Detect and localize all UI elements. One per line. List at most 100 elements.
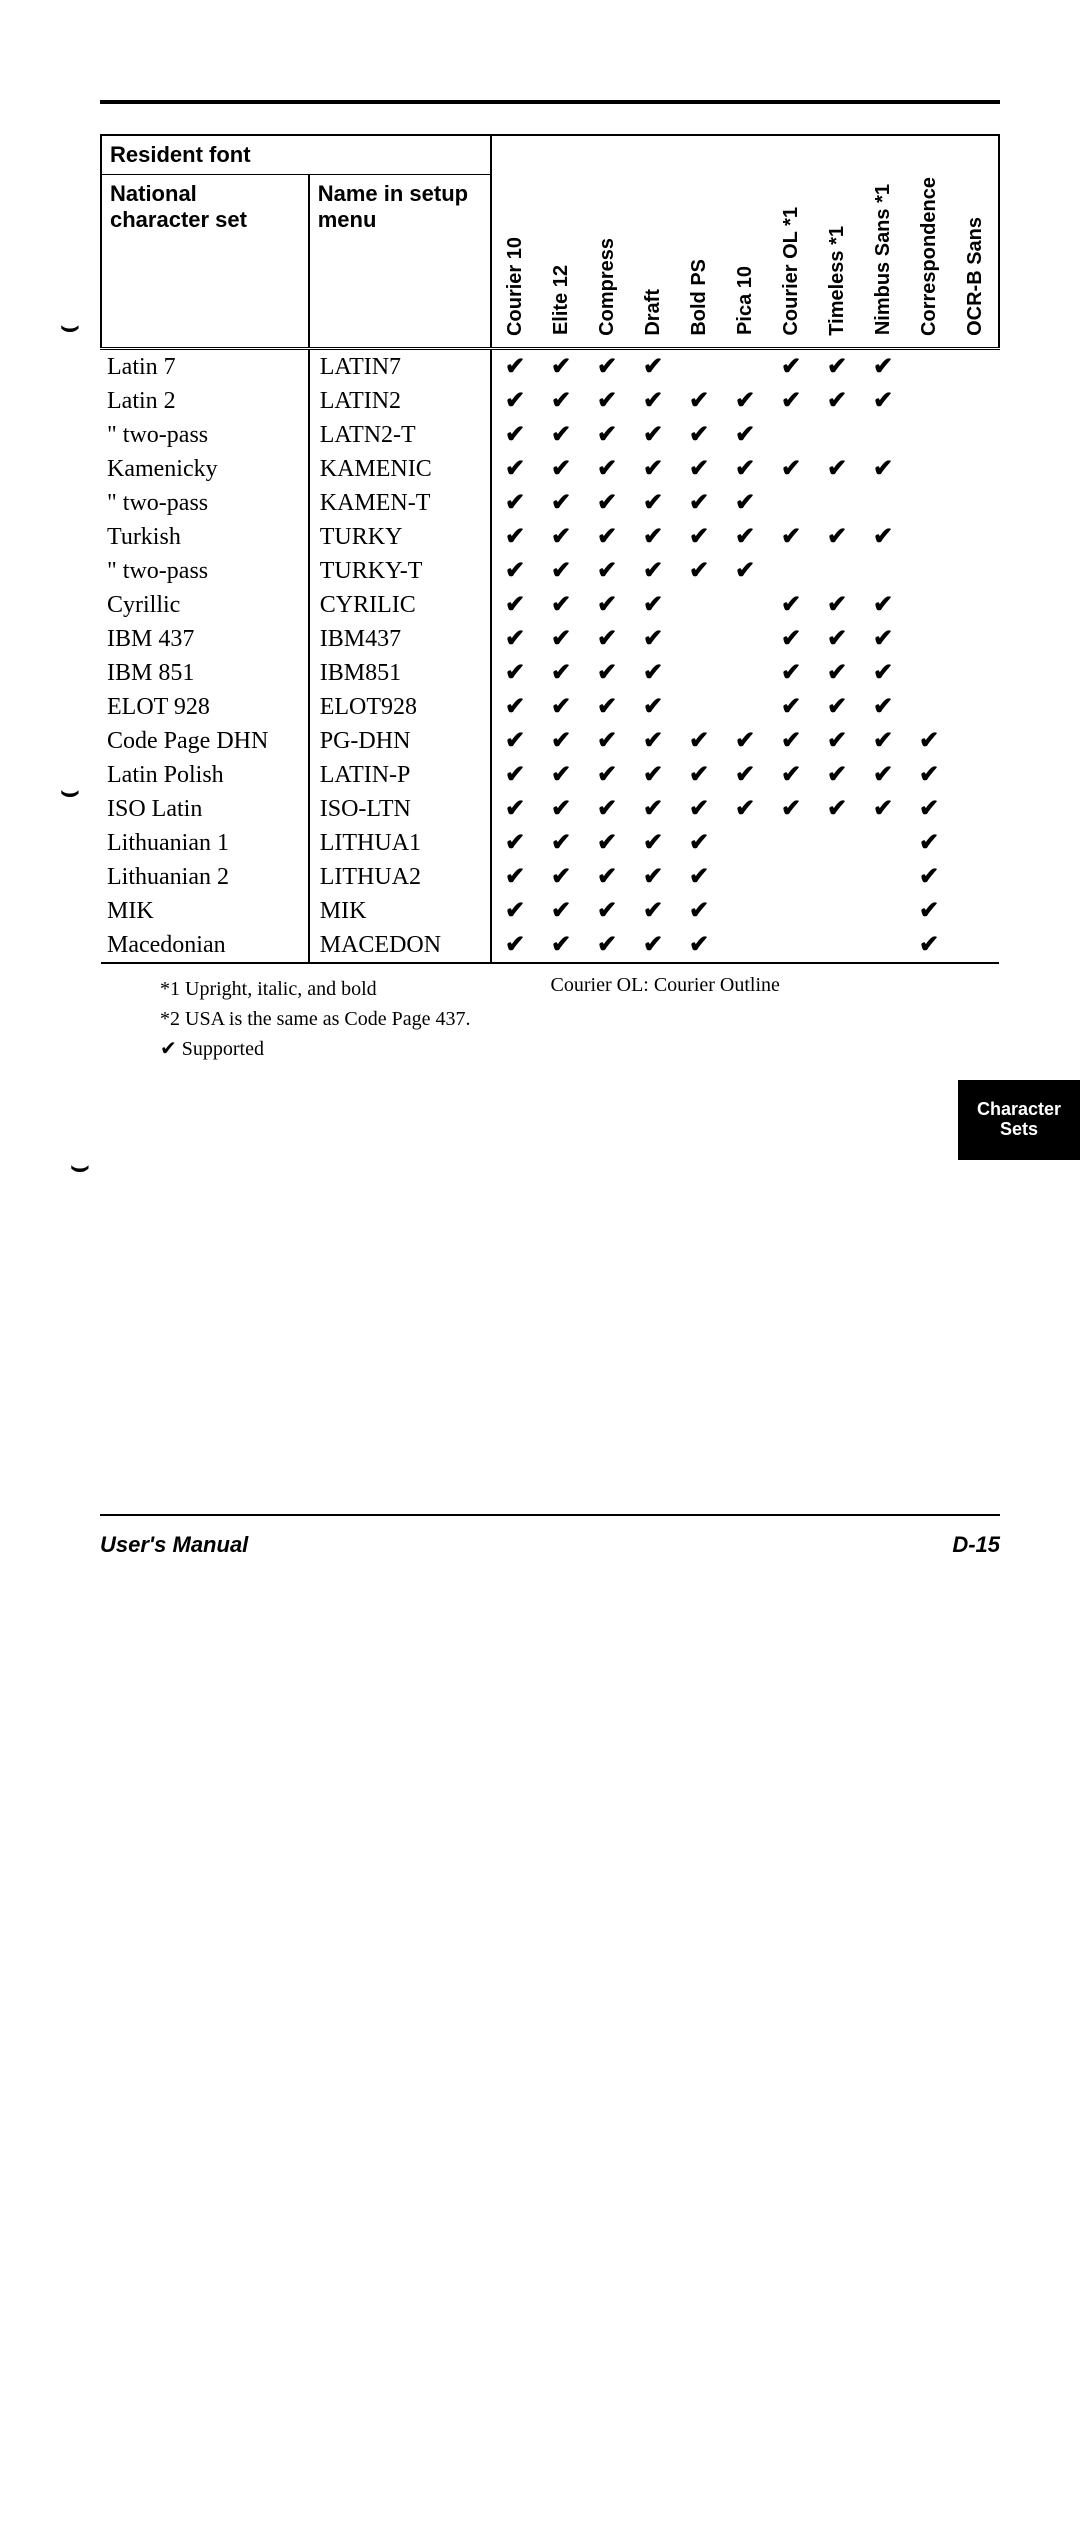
- charset-name: " two-pass: [101, 418, 309, 452]
- support-cell: ✔: [768, 690, 814, 724]
- support-cell: ✔: [584, 622, 630, 656]
- table-row: IBM 437IBM437✔✔✔✔✔✔✔: [101, 622, 999, 656]
- menu-name: MIK: [309, 894, 491, 928]
- support-cell: ✔: [814, 520, 860, 554]
- support-cell: ✔: [906, 826, 952, 860]
- support-cell: ✔: [584, 554, 630, 588]
- table-row: ISO LatinISO-LTN✔✔✔✔✔✔✔✔✔✔: [101, 792, 999, 826]
- support-cell: ✔: [676, 928, 722, 963]
- col-nimbus-sans: Nimbus Sans *1: [860, 175, 906, 349]
- support-cell: ✔: [860, 622, 906, 656]
- support-cell: ✔: [860, 758, 906, 792]
- support-cell: ✔: [722, 758, 768, 792]
- support-cell: ✔: [630, 520, 676, 554]
- charset-name: ELOT 928: [101, 690, 309, 724]
- support-cell: ✔: [722, 486, 768, 520]
- support-cell: [814, 826, 860, 860]
- support-cell: [952, 894, 999, 928]
- support-cell: [722, 690, 768, 724]
- header-name-in-menu: Name in setup menu: [309, 175, 491, 349]
- table-row: Lithuanian 2LITHUA2✔✔✔✔✔✔: [101, 860, 999, 894]
- support-cell: [860, 418, 906, 452]
- support-cell: ✔: [584, 486, 630, 520]
- support-cell: [814, 928, 860, 963]
- support-cell: ✔: [768, 520, 814, 554]
- support-cell: ✔: [491, 656, 538, 690]
- footer-line: User's Manual D-15: [100, 1532, 1000, 1558]
- support-cell: ✔: [676, 724, 722, 758]
- support-cell: [814, 860, 860, 894]
- footnotes: *1 Upright, italic, and bold *2 USA is t…: [100, 974, 1000, 1064]
- support-cell: ✔: [584, 826, 630, 860]
- menu-name: ELOT928: [309, 690, 491, 724]
- page-content: Resident font National character set Nam…: [0, 0, 1080, 1558]
- support-cell: ✔: [538, 690, 584, 724]
- menu-name: IBM437: [309, 622, 491, 656]
- support-cell: ✔: [814, 758, 860, 792]
- support-cell: ✔: [491, 894, 538, 928]
- support-cell: [768, 860, 814, 894]
- support-cell: ✔: [584, 792, 630, 826]
- support-cell: ✔: [538, 826, 584, 860]
- support-cell: [722, 894, 768, 928]
- menu-name: LATIN7: [309, 349, 491, 385]
- support-cell: ✔: [768, 758, 814, 792]
- support-cell: [952, 520, 999, 554]
- table-row: Latin 7LATIN7✔✔✔✔✔✔✔: [101, 349, 999, 385]
- support-cell: [676, 349, 722, 385]
- support-cell: [906, 554, 952, 588]
- scan-artifact-icon: ⌣: [60, 775, 80, 809]
- support-cell: [952, 724, 999, 758]
- support-cell: ✔: [584, 520, 630, 554]
- col-compress: Compress: [584, 175, 630, 349]
- support-cell: [952, 384, 999, 418]
- charset-name: Macedonian: [101, 928, 309, 963]
- support-cell: ✔: [538, 724, 584, 758]
- support-cell: ✔: [538, 792, 584, 826]
- support-cell: ✔: [630, 588, 676, 622]
- menu-name: LATIN-P: [309, 758, 491, 792]
- support-cell: ✔: [676, 520, 722, 554]
- support-cell: ✔: [538, 520, 584, 554]
- support-cell: ✔: [630, 486, 676, 520]
- support-cell: ✔: [630, 622, 676, 656]
- support-cell: ✔: [906, 724, 952, 758]
- support-cell: [906, 520, 952, 554]
- col-courier-10: Courier 10: [491, 175, 538, 349]
- menu-name: TURKY-T: [309, 554, 491, 588]
- support-cell: ✔: [491, 349, 538, 385]
- support-cell: ✔: [768, 622, 814, 656]
- support-cell: ✔: [860, 792, 906, 826]
- support-cell: [906, 656, 952, 690]
- support-cell: [722, 588, 768, 622]
- support-cell: ✔: [491, 554, 538, 588]
- support-cell: ✔: [538, 588, 584, 622]
- support-cell: ✔: [676, 826, 722, 860]
- support-cell: ✔: [814, 690, 860, 724]
- support-cell: ✔: [630, 928, 676, 963]
- support-cell: [952, 622, 999, 656]
- support-cell: ✔: [584, 724, 630, 758]
- support-cell: ✔: [676, 792, 722, 826]
- charset-name: Cyrillic: [101, 588, 309, 622]
- support-cell: ✔: [538, 894, 584, 928]
- support-cell: ✔: [814, 452, 860, 486]
- support-cell: [722, 928, 768, 963]
- support-cell: [906, 622, 952, 656]
- charset-name: " two-pass: [101, 486, 309, 520]
- table-body: Latin 7LATIN7✔✔✔✔✔✔✔Latin 2LATIN2✔✔✔✔✔✔✔…: [101, 349, 999, 964]
- support-cell: [952, 349, 999, 385]
- table-row: Latin PolishLATIN-P✔✔✔✔✔✔✔✔✔✔: [101, 758, 999, 792]
- charset-name: Lithuanian 1: [101, 826, 309, 860]
- support-cell: ✔: [860, 384, 906, 418]
- support-cell: [952, 656, 999, 690]
- charset-name: Latin 2: [101, 384, 309, 418]
- support-cell: [676, 656, 722, 690]
- support-cell: ✔: [491, 486, 538, 520]
- support-cell: ✔: [630, 690, 676, 724]
- support-cell: ✔: [814, 656, 860, 690]
- table-row: KamenickyKAMENIC✔✔✔✔✔✔✔✔✔: [101, 452, 999, 486]
- scan-artifact-icon: ⌣: [60, 310, 80, 344]
- support-cell: [906, 384, 952, 418]
- support-cell: ✔: [860, 656, 906, 690]
